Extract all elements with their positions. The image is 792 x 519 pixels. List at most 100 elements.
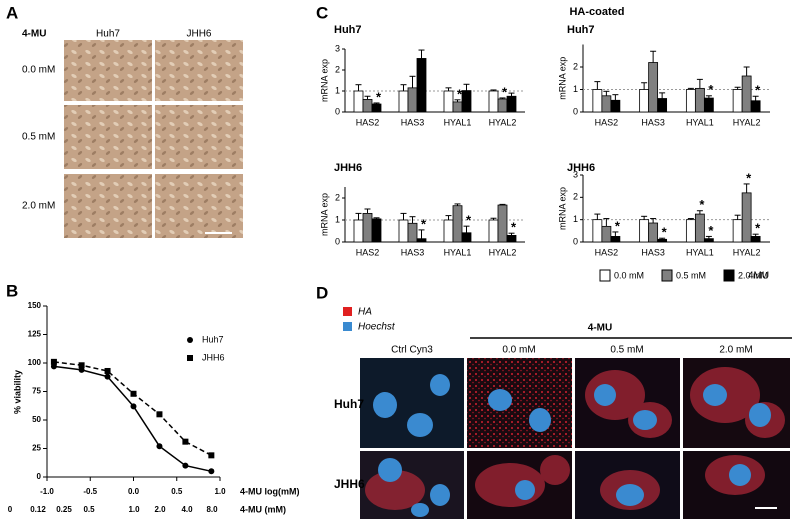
micrograph [155, 40, 243, 101]
y-tick-label: 50 [32, 415, 41, 424]
legend-swatch [723, 269, 735, 282]
bar [416, 238, 427, 243]
x-tick-label: -0.5 [83, 487, 97, 496]
significance-star: * [708, 223, 714, 238]
point [78, 366, 85, 373]
bar [685, 219, 696, 243]
x-tick-label: HAS3 [401, 117, 425, 127]
bar [732, 89, 743, 113]
x2-label: 4.0 [181, 505, 193, 514]
bar [362, 212, 373, 243]
chart-title: JHH6 [567, 162, 595, 174]
legend-marker [187, 355, 193, 361]
legend-label: 2.0 mM [738, 270, 768, 280]
y-tick-label: 2 [335, 64, 340, 74]
bar [610, 236, 621, 243]
bar [416, 58, 427, 113]
legend-label: HA [358, 307, 372, 318]
significance-star: * [511, 220, 517, 235]
micrograph [155, 174, 243, 238]
bar [648, 62, 659, 113]
point [78, 362, 85, 369]
x-tick-label: HYAL1 [444, 247, 472, 257]
y-tick-label: 0 [573, 106, 578, 116]
column-label: JHH6 [186, 29, 211, 40]
column-label: 0.0 mM [502, 345, 535, 356]
x-tick-label: 0.0 [128, 487, 140, 496]
y-tick-label: 0 [573, 236, 578, 246]
y-tick-label: 75 [32, 387, 41, 396]
bar [371, 103, 382, 113]
legend-swatch [343, 307, 352, 316]
y-axis-label: mRNA exp [557, 57, 567, 100]
significance-star: * [755, 83, 761, 98]
bar [703, 97, 714, 113]
chart-title: Huh7 [567, 24, 595, 36]
point [182, 438, 189, 445]
significance-star: * [755, 221, 761, 236]
bar [694, 213, 705, 243]
x-tick-label: HAS3 [641, 247, 665, 257]
significance-star: * [615, 218, 621, 233]
legend-note: 4MU [748, 271, 769, 282]
significance-star: * [457, 86, 463, 101]
panel-title: HA-coated [569, 6, 624, 18]
y-tick-label: 1 [335, 214, 340, 224]
bar [398, 90, 409, 113]
y-tick-label: 1 [573, 214, 578, 224]
chart-title: Huh7 [334, 24, 362, 36]
y-axis-label: % viability [12, 370, 22, 414]
bar [592, 89, 603, 113]
column-label: 2.0 mM [719, 345, 752, 356]
bar [592, 219, 603, 243]
bar [362, 99, 373, 113]
bar [488, 219, 499, 243]
x-tick-label: HYAL1 [686, 247, 714, 257]
bar [506, 95, 517, 113]
bar [741, 75, 752, 113]
point [130, 403, 137, 410]
y-tick-label: 0 [335, 236, 340, 246]
point [50, 363, 57, 370]
legend-label: Huh7 [202, 334, 224, 344]
y-tick-label: 1 [573, 84, 578, 94]
bar [657, 98, 668, 113]
point [50, 358, 57, 365]
legend-label: JHH6 [202, 352, 225, 362]
chart-title: JHH6 [334, 162, 362, 174]
bar [685, 89, 696, 113]
bar [639, 89, 650, 113]
legend-swatch [599, 269, 611, 282]
x-tick-label: -1.0 [40, 487, 54, 496]
x2-axis-label: 4-MU (mM) [240, 504, 286, 514]
significance-star: * [708, 82, 714, 97]
micrograph [64, 105, 152, 169]
y-tick-label: 150 [28, 301, 42, 310]
significance-star: * [746, 170, 752, 185]
column-label: 0.5 mM [610, 345, 643, 356]
bar [694, 87, 705, 113]
line [53, 365, 212, 473]
x2-label: 0.12 [30, 505, 46, 514]
significance-star: * [502, 84, 508, 99]
panel-label: B [6, 281, 18, 300]
y-tick-label: 2 [573, 192, 578, 202]
y-tick-label: 100 [28, 358, 42, 367]
x2-label: 2.0 [154, 505, 166, 514]
y-tick-label: 1 [335, 85, 340, 95]
micrograph [64, 40, 152, 101]
x-tick-label: HAS2 [356, 247, 380, 257]
column-label: Ctrl Cyn3 [391, 345, 433, 356]
bar [371, 218, 382, 243]
x-tick-label: HAS2 [595, 117, 619, 127]
fluorescence-image [467, 358, 572, 448]
significance-star: * [699, 197, 705, 212]
bar [461, 232, 472, 243]
x2-label: 1.0 [128, 505, 140, 514]
row-label: 0.5 mM [22, 132, 55, 143]
y-axis-label: mRNA exp [319, 193, 329, 236]
x2-label: 0.5 [83, 505, 95, 514]
bar [398, 219, 409, 243]
row-label: 2.0 mM [22, 201, 55, 212]
